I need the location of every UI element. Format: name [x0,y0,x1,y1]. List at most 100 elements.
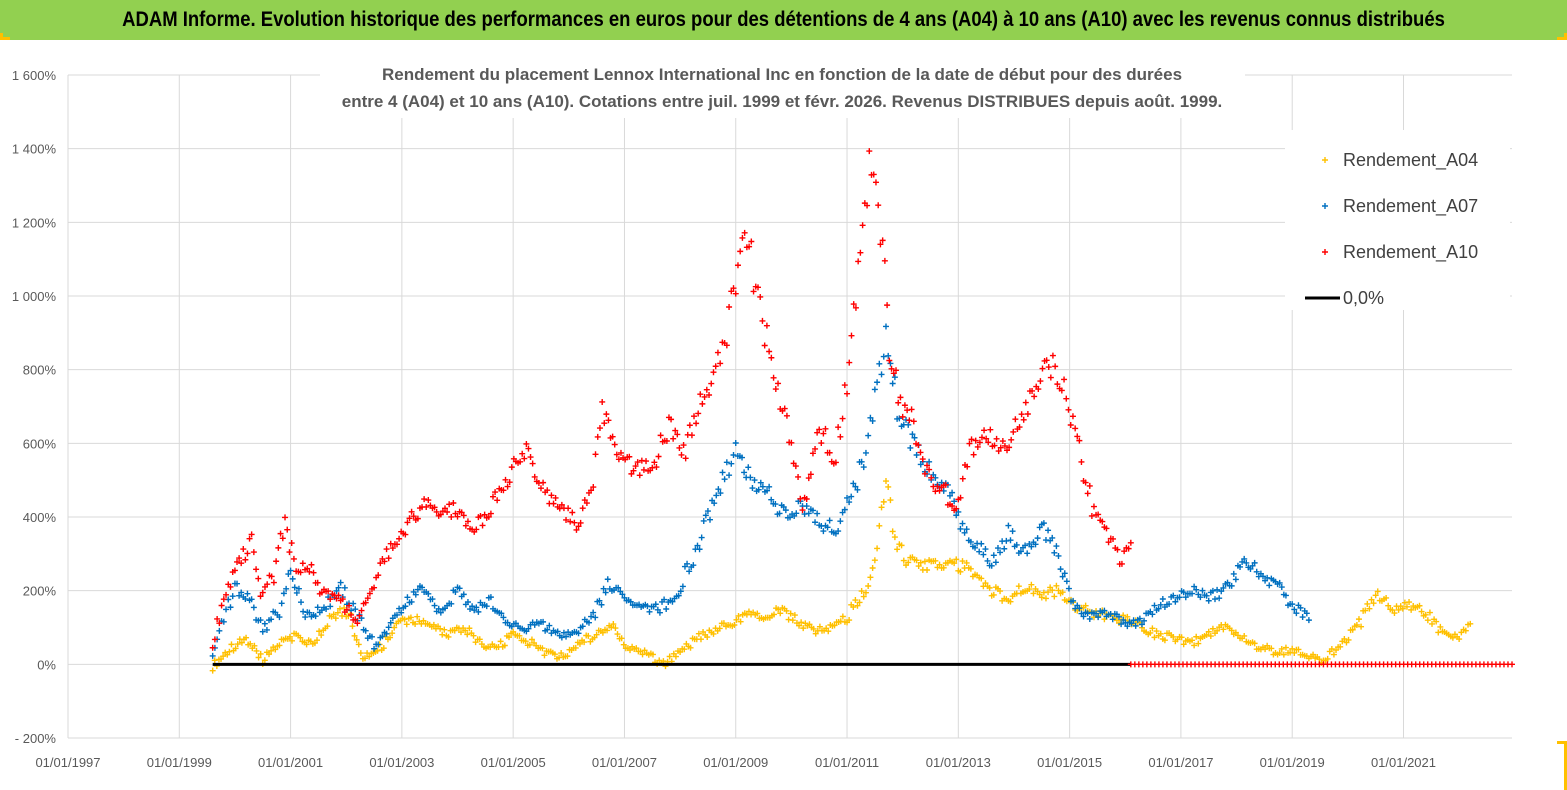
data-point [268,647,275,654]
y-tick-label: 0% [37,657,56,672]
data-point [1214,586,1221,593]
data-point [396,605,403,612]
data-point [516,632,523,639]
data-point [280,590,287,597]
data-point [330,611,337,618]
data-point [831,622,838,629]
data-point [1408,606,1415,613]
data-point [676,444,683,451]
data-point [814,429,821,436]
data-point [915,441,922,448]
data-point [777,610,784,617]
legend-label: 0,0% [1343,288,1384,308]
data-point [1065,406,1072,413]
data-point [826,449,833,456]
data-point [871,557,878,564]
data-point [707,516,714,523]
data-point [921,470,928,477]
data-point [272,646,279,653]
data-point [803,503,810,510]
data-point [900,557,907,564]
data-point [661,596,668,603]
data-point [992,559,999,566]
data-point [890,370,897,377]
data-point [425,497,432,504]
data-point [1370,600,1377,607]
data-point [963,559,970,566]
data-point [997,549,1004,556]
data-point [1297,604,1304,611]
data-point [1191,642,1198,649]
data-point [558,634,565,641]
data-point [982,546,989,553]
data-point [579,623,586,630]
data-point [816,623,823,630]
data-point [739,454,746,461]
data-point [1124,613,1131,620]
data-point [575,523,582,530]
data-point [1024,550,1031,557]
data-point [807,471,814,478]
data-point [406,515,413,522]
data-point [1291,649,1298,656]
data-point [994,545,1001,552]
data-point [1303,610,1310,617]
data-point [630,467,637,474]
data-point [604,576,611,583]
data-point [700,517,707,524]
data-point [818,440,825,447]
data-point [701,393,708,400]
x-tick-label: 01/01/2005 [481,755,546,770]
data-point [1042,595,1049,602]
data-point [855,258,862,265]
data-point [1509,661,1515,668]
data-point [917,559,924,566]
x-tick-label: 01/01/2001 [258,755,323,770]
data-point [961,529,968,536]
data-point [571,519,578,526]
data-point [1029,387,1036,394]
data-point [1109,616,1116,623]
data-point [852,483,859,490]
data-point [371,645,378,652]
data-point [242,556,249,563]
data-point [1090,503,1097,510]
data-point [437,511,444,518]
data-point [527,454,534,461]
data-point [287,567,294,574]
data-point [546,622,553,629]
data-point [919,456,926,463]
data-point [579,505,586,512]
data-point [1161,637,1168,644]
data-point [394,541,401,548]
data-point [856,599,863,606]
data-point [572,644,579,651]
data-point [959,558,966,565]
chart-area: - 200% 0% 200% 400% 600% 800% 1 000% 1 200% 1 40… [0,40,1567,790]
x-tick-label: 01/01/2013 [926,755,991,770]
data-point [887,497,894,504]
data-point [1353,622,1360,629]
data-point [596,425,603,432]
data-point [1084,610,1091,617]
data-point [1178,634,1185,641]
data-point [953,505,960,512]
data-point [1054,381,1061,388]
data-point [306,568,313,575]
data-point [741,469,748,476]
data-point [1374,588,1381,595]
data-point [761,342,768,349]
data-point [325,588,332,595]
data-point [1053,543,1060,550]
data-point [609,433,616,440]
data-point [997,444,1004,451]
data-point [1016,424,1023,431]
data-point [921,558,928,565]
data-point [652,601,659,608]
data-point [526,641,533,648]
data-point [423,503,430,510]
data-point [1349,626,1356,633]
data-point [394,611,401,618]
data-point [670,435,677,442]
data-point [988,562,995,569]
